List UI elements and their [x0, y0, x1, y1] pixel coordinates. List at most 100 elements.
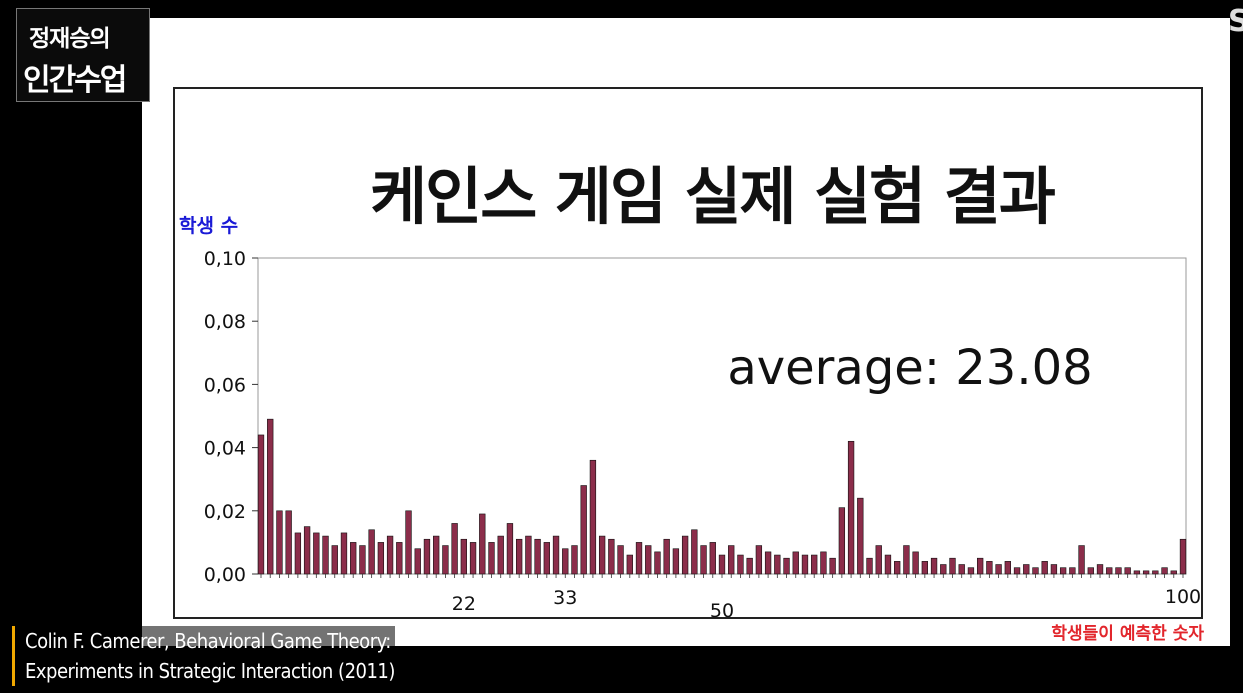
bar	[921, 561, 928, 575]
bar	[1142, 570, 1150, 575]
bar	[479, 513, 486, 575]
bar	[829, 557, 836, 575]
bar	[728, 545, 735, 575]
bar	[709, 542, 716, 575]
citation-line2: Experiments in Strategic Interaction (20…	[25, 659, 395, 683]
citation-line1: Colin F. Camerer, Behavioral Game Theory…	[25, 629, 391, 653]
bar	[718, 554, 726, 575]
bar	[617, 545, 624, 575]
bar	[1023, 564, 1030, 575]
bar	[847, 440, 855, 575]
bar	[1133, 570, 1141, 575]
bar	[792, 551, 799, 575]
bar	[433, 535, 440, 575]
bar	[681, 535, 689, 575]
x-tick-label: 33	[553, 587, 577, 609]
bar	[1087, 567, 1094, 575]
bar	[1170, 570, 1177, 575]
bar	[801, 554, 809, 575]
bar	[340, 532, 348, 575]
bar	[995, 564, 1002, 575]
bar	[700, 545, 707, 575]
bar	[543, 542, 550, 575]
bar	[1013, 567, 1021, 575]
bar	[1004, 561, 1011, 575]
bar	[783, 557, 790, 575]
bar	[469, 542, 477, 575]
bar	[303, 526, 311, 575]
bar	[534, 538, 541, 575]
bar	[294, 532, 302, 575]
bar	[1124, 567, 1131, 575]
x-axis-label: 학생들이 예측한 숫자	[1051, 624, 1204, 644]
channel-logo: 정재승의 인간수업	[16, 8, 150, 102]
bar	[451, 523, 458, 575]
bar	[313, 532, 320, 575]
y-tick-label: 0,10	[204, 248, 246, 270]
bar	[774, 554, 781, 575]
bar	[257, 434, 265, 575]
bar	[396, 542, 403, 575]
bar	[672, 548, 680, 575]
bar	[506, 523, 514, 575]
channel-logo-line2: 인간수업	[23, 63, 127, 98]
bar	[368, 529, 375, 575]
bar	[838, 507, 846, 575]
bar	[949, 557, 956, 575]
bar	[267, 418, 274, 575]
bar	[1041, 561, 1048, 575]
y-tick-label: 0,02	[204, 501, 246, 523]
bar	[1050, 564, 1058, 575]
bar	[571, 545, 578, 575]
bar	[894, 561, 901, 575]
y-tick-label: 0,00	[204, 564, 246, 586]
bar	[930, 557, 938, 575]
bar	[322, 535, 329, 575]
bar	[967, 567, 975, 575]
bar	[1059, 567, 1067, 575]
x-tick-label: 100	[1165, 586, 1201, 608]
bar	[285, 510, 292, 575]
bar	[1078, 545, 1085, 575]
bar	[1096, 564, 1104, 575]
bar	[423, 538, 431, 575]
bar	[654, 551, 661, 575]
bar	[276, 510, 283, 575]
bar	[691, 529, 698, 575]
x-tick-label: 50	[710, 600, 734, 622]
bar	[635, 542, 643, 575]
bar	[405, 510, 412, 575]
plot-area	[257, 257, 1187, 575]
bar	[1106, 567, 1113, 575]
bar	[1179, 538, 1187, 575]
bar	[958, 564, 965, 575]
bar	[598, 535, 606, 575]
bar	[903, 545, 910, 575]
y-tick-label: 0,04	[204, 438, 246, 460]
bar	[414, 548, 421, 575]
bar	[986, 561, 993, 575]
chart-frame	[173, 87, 1203, 619]
average-annotation: average: 23.08	[727, 340, 1092, 396]
y-tick-label: 0,06	[204, 374, 246, 396]
bar	[377, 542, 385, 575]
bar	[663, 538, 670, 575]
bar	[820, 551, 827, 575]
bar	[976, 557, 984, 575]
bar	[460, 538, 468, 575]
channel-logo-line1: 정재승의	[29, 26, 111, 52]
bar	[386, 535, 394, 575]
bar	[737, 554, 744, 575]
bar	[875, 545, 882, 575]
bar	[442, 545, 449, 575]
bar	[755, 545, 763, 575]
bar	[515, 538, 523, 575]
x-tick-label: 22	[452, 593, 476, 615]
bar	[884, 554, 892, 575]
bar	[940, 564, 947, 575]
bar	[1115, 567, 1122, 575]
bar	[331, 545, 338, 575]
bar	[1069, 567, 1076, 575]
bar	[580, 485, 587, 575]
